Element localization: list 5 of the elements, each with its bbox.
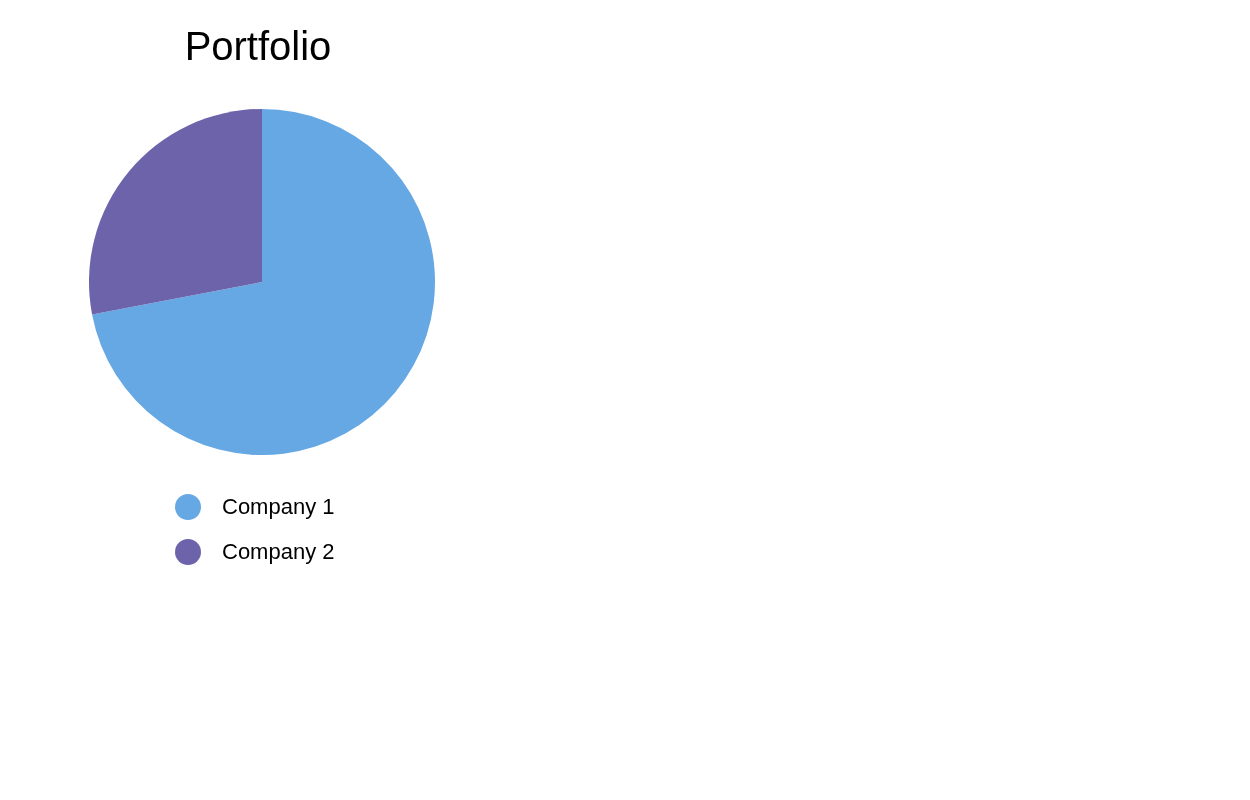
legend-label: Company 1 [222, 493, 335, 520]
pie-slice [92, 109, 435, 455]
chart-title: Portfolio [183, 24, 333, 69]
legend-label: Company 2 [222, 538, 335, 565]
pie-slice [89, 109, 262, 315]
